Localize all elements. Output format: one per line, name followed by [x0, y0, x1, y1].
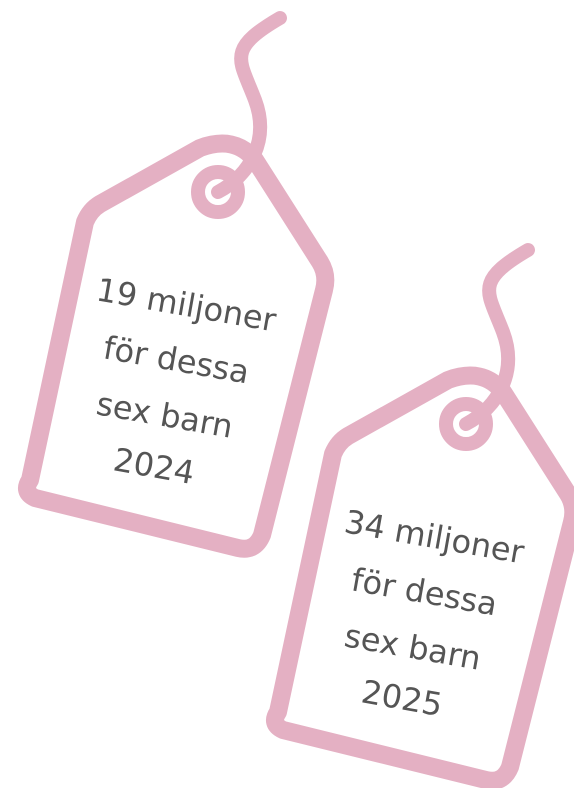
tag-hole — [439, 397, 493, 451]
tag-outline — [266, 366, 574, 788]
tag-string — [211, 11, 287, 199]
tag-hole — [191, 165, 245, 219]
tag-outline — [18, 134, 335, 558]
tag-string — [459, 243, 535, 431]
